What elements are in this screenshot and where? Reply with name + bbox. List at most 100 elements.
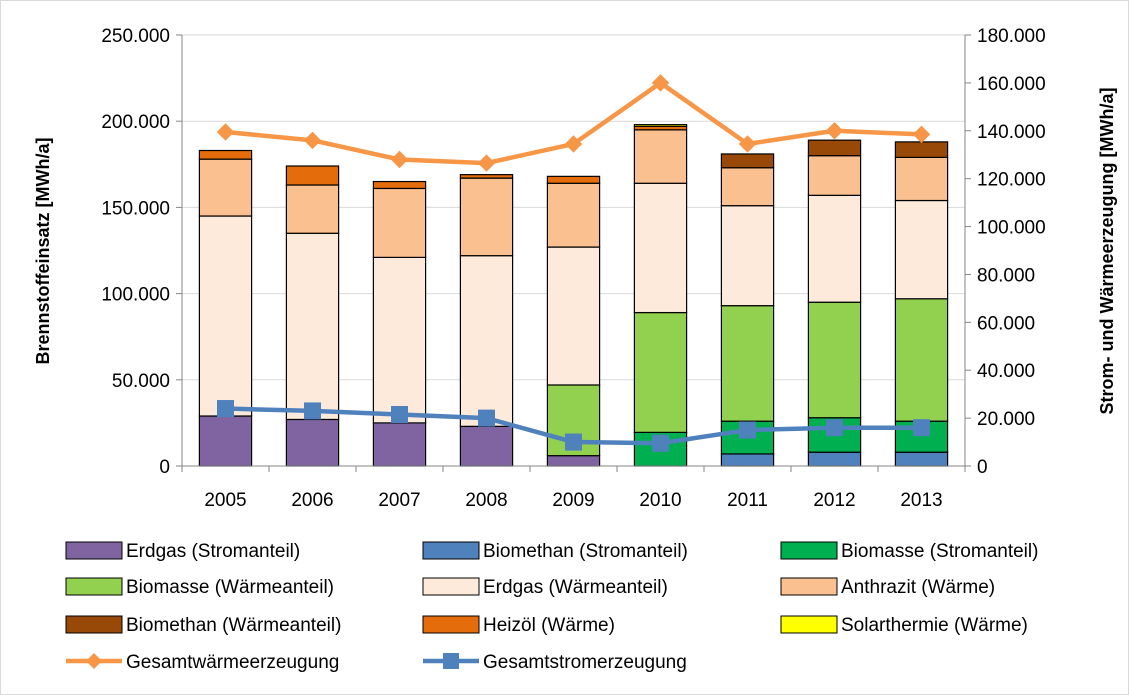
bar-segment — [720, 205, 775, 307]
bar-segment — [720, 167, 775, 207]
y-tick-label-left: 0 — [159, 457, 170, 478]
line-point-marker — [391, 406, 408, 424]
line-point-marker — [825, 122, 844, 140]
line-point-marker — [390, 150, 409, 169]
line-point-marker — [738, 135, 757, 153]
line-point-marker — [826, 419, 843, 437]
bar-segment — [372, 187, 427, 258]
bar-segment — [198, 215, 253, 417]
lines — [216, 74, 931, 452]
line-point-marker — [304, 402, 321, 420]
bar-segment — [894, 156, 949, 202]
bar-segment — [807, 451, 862, 467]
legend-swatch — [422, 541, 480, 560]
y-tick-label-left: 50.000 — [112, 371, 170, 392]
y-tick-label-left: 150.000 — [101, 198, 170, 219]
bar-segment — [894, 451, 949, 467]
y-tick-label-left: 200.000 — [101, 112, 170, 133]
x-tick-label: 2008 — [465, 490, 507, 511]
bar-segment — [459, 174, 514, 179]
bar-segment — [372, 422, 427, 467]
bar-segment — [807, 139, 862, 157]
bar-segment — [546, 182, 601, 248]
legend-swatch — [65, 615, 123, 634]
bar-segment — [633, 182, 688, 314]
bar-segment — [546, 246, 601, 386]
legend-swatch — [780, 541, 838, 560]
legend: Erdgas (Stromanteil) Biomethan (Stromante… — [65, 541, 1038, 673]
legend-label: Erdgas (Wärmeanteil) — [483, 577, 668, 598]
bar-segment — [285, 232, 340, 421]
line-point-marker — [651, 74, 670, 92]
legend-marker — [86, 653, 102, 669]
line-point-marker — [739, 421, 756, 439]
legend-label: Gesamtstromerzeugung — [483, 652, 687, 673]
legend-swatch — [422, 615, 480, 634]
line-point-marker — [565, 433, 582, 451]
bar-segment — [894, 141, 949, 159]
legend-swatch — [65, 577, 123, 596]
legend-label: Biomasse (Stromanteil) — [841, 541, 1038, 562]
line-point-marker — [478, 409, 495, 427]
line-point-marker — [217, 400, 234, 418]
bar-segment — [894, 298, 949, 422]
y-tick-label-right: 80.000 — [977, 265, 1035, 286]
x-tick-label: 2006 — [291, 490, 333, 511]
legend-label: Biomasse (Wärmeanteil) — [126, 577, 334, 598]
y-tick-label-right: 40.000 — [977, 361, 1035, 382]
bar-segment — [807, 155, 862, 196]
y-axis-left-ticks: 0 50.000 100.000 150.000 200.000 250.000 — [101, 26, 170, 478]
line-point-marker — [913, 419, 930, 437]
x-tick-label: 2009 — [552, 490, 594, 511]
bar-segment — [894, 199, 949, 300]
y-axis-right-ticks: 0 20.000 40.000 60.000 80.000 100.000 120.000 1… — [977, 26, 1046, 478]
bar-segment — [459, 255, 514, 427]
legend-swatch — [65, 541, 123, 560]
x-tick-label: 2012 — [813, 490, 855, 511]
y-tick-label-right: 20.000 — [977, 409, 1035, 430]
y-tick-label-left: 100.000 — [101, 285, 170, 306]
bars — [198, 124, 949, 467]
y-tick-label-right: 100.000 — [977, 218, 1046, 239]
y-tick-label-right: 60.000 — [977, 313, 1035, 334]
bar-segment — [633, 124, 688, 127]
legend-label: Solarthermie (Wärme) — [841, 615, 1028, 636]
y-axis-right-title: Strom- und Wärmeerzeugung [MWh/a] — [1097, 88, 1117, 415]
x-tick-label: 2007 — [378, 490, 420, 511]
bar-segment — [633, 311, 688, 433]
bar-segment — [459, 177, 514, 257]
legend-swatch — [422, 577, 480, 596]
bar-segment — [633, 129, 688, 184]
x-axis-ticks: 2005 2006 2007 2008 2009 2010 2011 2012 2013 — [204, 490, 942, 511]
legend-label: Anthrazit (Wärme) — [841, 577, 995, 598]
bar-segment — [372, 180, 427, 190]
bar-segment — [198, 158, 253, 217]
bar-segment — [372, 256, 427, 424]
y-tick-label-right: 160.000 — [977, 74, 1046, 95]
legend-swatch — [780, 615, 838, 634]
bar-segment — [807, 301, 862, 419]
x-tick-label: 2011 — [727, 490, 768, 511]
bar-segment — [459, 425, 514, 467]
bar-segment — [546, 455, 601, 467]
bar-segment — [720, 453, 775, 467]
line-point-marker — [477, 154, 496, 172]
y-tick-label-right: 0 — [977, 457, 988, 478]
bar-segment — [546, 175, 601, 184]
y-tick-label-right: 140.000 — [977, 122, 1046, 143]
line-point-marker — [303, 131, 322, 150]
legend-swatch — [780, 577, 838, 596]
y-tick-label-right: 120.000 — [977, 170, 1046, 191]
bar-segment — [198, 149, 253, 160]
line-point-marker — [564, 135, 583, 153]
x-tick-label: 2013 — [900, 490, 942, 511]
x-tick-label: 2005 — [204, 490, 246, 511]
y-tick-label-left: 250.000 — [101, 26, 170, 47]
bar-segment — [720, 305, 775, 422]
line-point-marker — [652, 434, 669, 452]
bar-segment — [198, 415, 253, 467]
legend-label: Heizöl (Wärme) — [483, 615, 615, 636]
bar-segment — [720, 153, 775, 169]
line-point-marker — [912, 125, 931, 144]
